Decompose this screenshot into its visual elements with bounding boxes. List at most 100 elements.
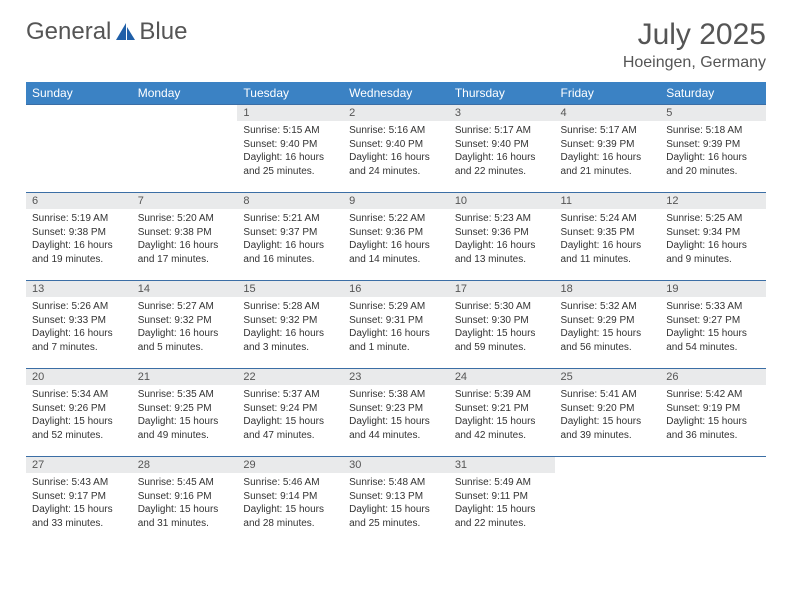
- daylight-line1: Daylight: 15 hours: [138, 415, 232, 429]
- sunrise-text: Sunrise: 5:24 AM: [561, 212, 655, 226]
- sunrise-text: Sunrise: 5:15 AM: [243, 124, 337, 138]
- sunrise-text: Sunrise: 5:18 AM: [666, 124, 760, 138]
- day-number: 8: [237, 193, 343, 209]
- daylight-line1: Daylight: 15 hours: [349, 503, 443, 517]
- daylight-line2: and 5 minutes.: [138, 341, 232, 355]
- daylight-line1: Daylight: 16 hours: [243, 327, 337, 341]
- sunrise-text: Sunrise: 5:41 AM: [561, 388, 655, 402]
- day-number: 2: [343, 105, 449, 121]
- sunset-text: Sunset: 9:40 PM: [455, 138, 549, 152]
- calendar-cell: 25Sunrise: 5:41 AMSunset: 9:20 PMDayligh…: [555, 369, 661, 457]
- calendar-cell: 16Sunrise: 5:29 AMSunset: 9:31 PMDayligh…: [343, 281, 449, 369]
- daylight-line2: and 17 minutes.: [138, 253, 232, 267]
- day-number: 22: [237, 369, 343, 385]
- calendar-row: 20Sunrise: 5:34 AMSunset: 9:26 PMDayligh…: [26, 369, 766, 457]
- daylight-line1: Daylight: 16 hours: [32, 239, 126, 253]
- sunset-text: Sunset: 9:25 PM: [138, 402, 232, 416]
- sunset-text: Sunset: 9:40 PM: [243, 138, 337, 152]
- daylight-line2: and 22 minutes.: [455, 517, 549, 531]
- sunset-text: Sunset: 9:36 PM: [349, 226, 443, 240]
- calendar-cell: 17Sunrise: 5:30 AMSunset: 9:30 PMDayligh…: [449, 281, 555, 369]
- sunrise-text: Sunrise: 5:37 AM: [243, 388, 337, 402]
- day-number: 30: [343, 457, 449, 473]
- day-details: Sunrise: 5:45 AMSunset: 9:16 PMDaylight:…: [132, 473, 238, 534]
- daylight-line1: Daylight: 16 hours: [138, 239, 232, 253]
- day-details: Sunrise: 5:30 AMSunset: 9:30 PMDaylight:…: [449, 297, 555, 358]
- daylight-line1: Daylight: 16 hours: [32, 327, 126, 341]
- sunset-text: Sunset: 9:33 PM: [32, 314, 126, 328]
- daylight-line2: and 21 minutes.: [561, 165, 655, 179]
- daylight-line1: Daylight: 16 hours: [666, 151, 760, 165]
- sunrise-text: Sunrise: 5:20 AM: [138, 212, 232, 226]
- daylight-line2: and 42 minutes.: [455, 429, 549, 443]
- sunrise-text: Sunrise: 5:42 AM: [666, 388, 760, 402]
- sail-icon: [115, 22, 137, 42]
- sunrise-text: Sunrise: 5:45 AM: [138, 476, 232, 490]
- day-details: Sunrise: 5:48 AMSunset: 9:13 PMDaylight:…: [343, 473, 449, 534]
- sunset-text: Sunset: 9:30 PM: [455, 314, 549, 328]
- daylight-line2: and 25 minutes.: [349, 517, 443, 531]
- calendar-cell: [660, 457, 766, 545]
- day-number: 4: [555, 105, 661, 121]
- day-number: 28: [132, 457, 238, 473]
- day-number: 1: [237, 105, 343, 121]
- daylight-line2: and 20 minutes.: [666, 165, 760, 179]
- daylight-line1: Daylight: 16 hours: [455, 239, 549, 253]
- day-details: Sunrise: 5:37 AMSunset: 9:24 PMDaylight:…: [237, 385, 343, 446]
- daylight-line1: Daylight: 15 hours: [666, 327, 760, 341]
- day-number: 9: [343, 193, 449, 209]
- day-number: 24: [449, 369, 555, 385]
- daylight-line1: Daylight: 15 hours: [32, 415, 126, 429]
- day-number: 3: [449, 105, 555, 121]
- day-details: Sunrise: 5:29 AMSunset: 9:31 PMDaylight:…: [343, 297, 449, 358]
- calendar-cell: 18Sunrise: 5:32 AMSunset: 9:29 PMDayligh…: [555, 281, 661, 369]
- sunrise-text: Sunrise: 5:17 AM: [561, 124, 655, 138]
- sunrise-text: Sunrise: 5:29 AM: [349, 300, 443, 314]
- brand-text-1: General: [26, 18, 111, 46]
- sunrise-text: Sunrise: 5:35 AM: [138, 388, 232, 402]
- calendar-cell: 4Sunrise: 5:17 AMSunset: 9:39 PMDaylight…: [555, 105, 661, 193]
- day-details: Sunrise: 5:17 AMSunset: 9:40 PMDaylight:…: [449, 121, 555, 182]
- daylight-line1: Daylight: 15 hours: [561, 415, 655, 429]
- daylight-line1: Daylight: 15 hours: [349, 415, 443, 429]
- sunrise-text: Sunrise: 5:49 AM: [455, 476, 549, 490]
- calendar-cell: 15Sunrise: 5:28 AMSunset: 9:32 PMDayligh…: [237, 281, 343, 369]
- day-number: 26: [660, 369, 766, 385]
- sunset-text: Sunset: 9:17 PM: [32, 490, 126, 504]
- sunset-text: Sunset: 9:29 PM: [561, 314, 655, 328]
- calendar-cell: 5Sunrise: 5:18 AMSunset: 9:39 PMDaylight…: [660, 105, 766, 193]
- weekday-header: Monday: [132, 82, 238, 105]
- title-block: July 2025 Hoeingen, Germany: [623, 18, 766, 72]
- sunset-text: Sunset: 9:19 PM: [666, 402, 760, 416]
- sunset-text: Sunset: 9:32 PM: [243, 314, 337, 328]
- calendar-cell: [26, 105, 132, 193]
- day-number: 13: [26, 281, 132, 297]
- calendar-cell: 21Sunrise: 5:35 AMSunset: 9:25 PMDayligh…: [132, 369, 238, 457]
- day-number: 12: [660, 193, 766, 209]
- day-number: 20: [26, 369, 132, 385]
- sunrise-text: Sunrise: 5:33 AM: [666, 300, 760, 314]
- day-details: Sunrise: 5:46 AMSunset: 9:14 PMDaylight:…: [237, 473, 343, 534]
- day-details: Sunrise: 5:41 AMSunset: 9:20 PMDaylight:…: [555, 385, 661, 446]
- daylight-line2: and 49 minutes.: [138, 429, 232, 443]
- day-details: Sunrise: 5:32 AMSunset: 9:29 PMDaylight:…: [555, 297, 661, 358]
- day-number: 15: [237, 281, 343, 297]
- calendar-cell: [555, 457, 661, 545]
- brand-logo: General Blue: [26, 18, 187, 46]
- day-number: 27: [26, 457, 132, 473]
- brand-text-2: Blue: [139, 18, 187, 46]
- sunset-text: Sunset: 9:31 PM: [349, 314, 443, 328]
- day-details: Sunrise: 5:15 AMSunset: 9:40 PMDaylight:…: [237, 121, 343, 182]
- daylight-line1: Daylight: 16 hours: [243, 151, 337, 165]
- sunrise-text: Sunrise: 5:25 AM: [666, 212, 760, 226]
- daylight-line2: and 54 minutes.: [666, 341, 760, 355]
- daylight-line1: Daylight: 16 hours: [455, 151, 549, 165]
- daylight-line2: and 33 minutes.: [32, 517, 126, 531]
- sunset-text: Sunset: 9:20 PM: [561, 402, 655, 416]
- sunset-text: Sunset: 9:24 PM: [243, 402, 337, 416]
- calendar-cell: 24Sunrise: 5:39 AMSunset: 9:21 PMDayligh…: [449, 369, 555, 457]
- sunset-text: Sunset: 9:38 PM: [138, 226, 232, 240]
- daylight-line2: and 16 minutes.: [243, 253, 337, 267]
- sunset-text: Sunset: 9:38 PM: [32, 226, 126, 240]
- calendar-cell: 28Sunrise: 5:45 AMSunset: 9:16 PMDayligh…: [132, 457, 238, 545]
